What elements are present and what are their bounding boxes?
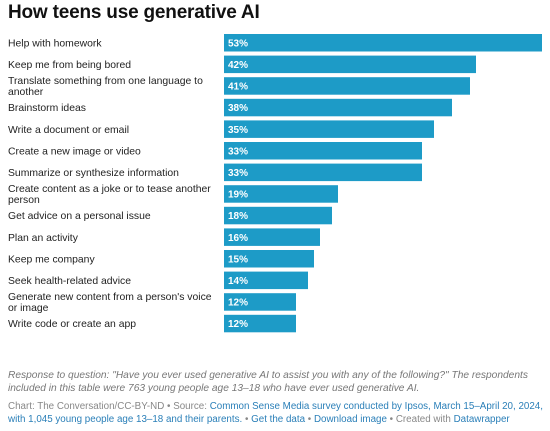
value-label: 14% — [228, 276, 248, 287]
value-label: 12% — [228, 319, 248, 330]
bar — [224, 228, 320, 246]
value-label: 33% — [228, 146, 248, 157]
value-label: 35% — [228, 125, 248, 136]
value-label: 38% — [228, 103, 248, 114]
get-data-link[interactable]: Get the data — [251, 414, 306, 425]
chart-note: Response to question: "Have you ever use… — [8, 370, 528, 394]
category-label: Keep me from being bored — [8, 60, 131, 71]
category-label: Create content as a joke or to tease ano… — [8, 184, 211, 206]
bar — [224, 120, 434, 138]
value-label: 33% — [228, 168, 248, 179]
category-label: Seek health-related advice — [8, 276, 131, 287]
category-label: Generate new content from a person's voi… — [8, 292, 212, 314]
value-label: 19% — [228, 190, 248, 201]
category-label: Get advice on a personal issue — [8, 211, 151, 222]
bar — [224, 185, 338, 203]
value-label: 12% — [228, 298, 248, 309]
value-label: 16% — [228, 233, 248, 244]
bar — [224, 271, 308, 290]
bar — [224, 293, 296, 311]
footer-separator: • — [307, 414, 312, 425]
bar — [224, 163, 422, 182]
value-label: 18% — [228, 211, 248, 222]
chart-title: How teens use generative AI — [8, 2, 260, 23]
bar — [224, 314, 296, 333]
category-label: Plan an activity — [8, 233, 79, 244]
bar — [224, 34, 542, 52]
category-label: Brainstorm ideas — [8, 103, 86, 114]
chart-footer: Chart: The Conversation/CC-BY-ND • Sourc… — [8, 400, 548, 426]
category-label: Summarize or synthesize information — [8, 168, 179, 179]
footer-separator: • — [244, 414, 249, 425]
value-label: 53% — [228, 38, 248, 49]
bar — [224, 98, 452, 117]
datawrapper-link[interactable]: Datawrapper — [453, 414, 510, 425]
category-label: Create a new image or video — [8, 146, 141, 157]
footer-created-prefix: Created with — [395, 414, 451, 425]
footer-separator: • — [167, 401, 171, 412]
category-label: Write a document or email — [8, 125, 129, 136]
bar — [224, 142, 422, 160]
value-label: 41% — [228, 82, 248, 93]
footer-source-prefix: Source: — [173, 401, 207, 412]
category-label: Translate something from one language to… — [8, 76, 203, 98]
value-label: 42% — [228, 60, 248, 71]
bar — [224, 77, 470, 95]
footer-separator: • — [389, 414, 394, 425]
bar — [224, 250, 314, 268]
bar — [224, 55, 476, 74]
footer-credit: Chart: The Conversation/CC-BY-ND — [8, 401, 165, 412]
category-label: Write code or create an app — [8, 319, 136, 330]
category-label: Help with homework — [8, 38, 102, 49]
category-label: Keep me company — [8, 254, 95, 265]
value-label: 15% — [228, 254, 248, 265]
bar — [224, 206, 332, 225]
source-link[interactable]: Common Sense Media survey conducted by I… — [8, 401, 543, 425]
download-image-link[interactable]: Download image — [313, 414, 387, 425]
